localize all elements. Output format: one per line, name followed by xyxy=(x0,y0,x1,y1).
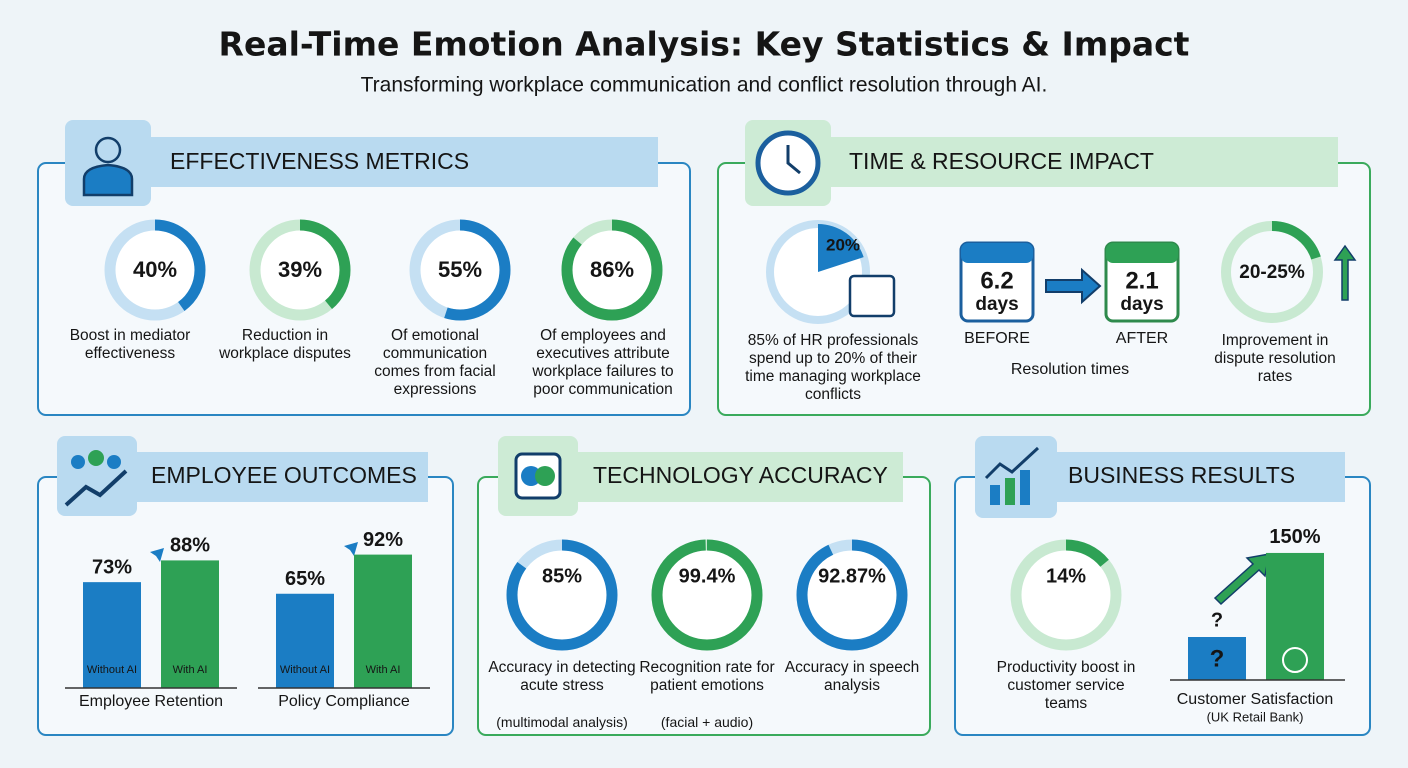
panel-header xyxy=(65,137,658,187)
bar xyxy=(1266,552,1324,680)
panel-title: EFFECTIVENESS METRICS xyxy=(170,148,469,174)
days-unit: days xyxy=(975,294,1018,315)
chart-note: (UK Retail Bank) xyxy=(1207,709,1304,724)
stat-caption: Recognition rate for patient emotions xyxy=(639,659,775,694)
stat-caption-box: Boost in mediator effectiveness xyxy=(69,327,191,362)
bar-label: 73% xyxy=(92,556,132,578)
ring-arc xyxy=(104,219,206,321)
team-icon xyxy=(64,450,128,507)
stat-caption: Reduction in workplace disputes xyxy=(219,327,351,362)
person-icon xyxy=(82,136,134,197)
calendar-icon xyxy=(848,274,896,318)
panel-title: TIME & RESOURCE IMPACT xyxy=(849,148,1154,174)
improvement-ring xyxy=(1221,220,1323,323)
stat-note-box: (multimodal analysis) xyxy=(496,714,628,730)
stat-value: 20-25% xyxy=(1239,262,1305,283)
page-title: Real-Time Emotion Analysis: Key Statisti… xyxy=(219,25,1190,64)
ring-arc xyxy=(506,539,618,651)
stat-value: 40% xyxy=(133,257,177,282)
arrow xyxy=(1045,267,1102,305)
wedge-label: 20% xyxy=(826,235,860,254)
chart-caption: Customer Satisfaction xyxy=(1177,691,1334,708)
ring-arc xyxy=(1010,539,1122,651)
chart-caption: Employee Retention xyxy=(79,693,223,710)
calendar-before xyxy=(959,241,1035,323)
bar-label: 65% xyxy=(285,568,325,590)
bar-label: 150% xyxy=(1269,526,1320,548)
stat-caption: Of emotional communication comes from fa… xyxy=(374,327,496,398)
stat-value: 92.87% xyxy=(818,565,886,587)
period-label: BEFORE xyxy=(964,330,1030,347)
bar-name: Without AI xyxy=(280,664,330,676)
up-arrow xyxy=(328,542,358,572)
stat-value: 55% xyxy=(438,257,482,282)
ring-arc xyxy=(651,539,763,651)
stat-caption: Accuracy in detecting acute stress xyxy=(488,659,636,694)
stat-caption-box: Of employees and executives attribute wo… xyxy=(532,327,674,398)
bar xyxy=(161,560,219,688)
stat-caption-box: Accuracy in detecting acute stress xyxy=(488,659,636,694)
stat-caption-box: Reduction in workplace disputes xyxy=(219,327,351,362)
bar xyxy=(83,582,141,688)
bar-symbol: ? xyxy=(1210,645,1225,672)
stat-note: (multimodal analysis) xyxy=(496,714,628,730)
bar-label: 88% xyxy=(170,535,210,557)
stat-value: 99.4% xyxy=(679,565,736,587)
bar xyxy=(354,554,412,688)
bar-name: Without AI xyxy=(87,664,137,676)
smiley xyxy=(1282,647,1308,673)
stat-caption-box: Productivity boost in customer service t… xyxy=(996,659,1136,712)
days-unit: days xyxy=(1120,294,1163,315)
ring-arc xyxy=(249,219,351,321)
stat-caption: 85% of HR professionals spend up to 20% … xyxy=(745,332,921,403)
bar-name: With AI xyxy=(173,664,208,676)
ring-arc xyxy=(561,219,663,321)
up-arrow xyxy=(134,548,164,578)
stat-value: 14% xyxy=(1046,565,1086,587)
stat-caption-box: Recognition rate for patient emotions xyxy=(639,659,775,694)
stat-note-box: (facial + audio) xyxy=(660,714,754,730)
bar-label: ? xyxy=(1211,609,1223,631)
growth-icon xyxy=(984,446,1040,505)
page-subtitle: Transforming workplace communication and… xyxy=(361,74,1048,97)
period-label: AFTER xyxy=(1116,330,1168,347)
stat-caption-box: Accuracy in speech analysis xyxy=(784,659,920,694)
bar-label: 92% xyxy=(363,529,403,551)
stat-caption-box: 85% of HR professionals spend up to 20% … xyxy=(745,332,921,403)
stat-caption: Productivity boost in customer service t… xyxy=(996,659,1136,712)
clock-wedge xyxy=(818,224,864,272)
panel-title: TECHNOLOGY ACCURACY xyxy=(593,462,888,488)
bar xyxy=(276,593,334,688)
panel-header xyxy=(745,137,1338,187)
stat-caption: Improvement in dispute resolution rates xyxy=(1214,332,1336,385)
days-value: 6.2 xyxy=(980,267,1013,294)
panel-title: EMPLOYEE OUTCOMES xyxy=(151,462,417,488)
ring-arc xyxy=(409,219,511,321)
stat-caption: Accuracy in speech analysis xyxy=(784,659,920,694)
stat-caption-box: Of emotional communication comes from fa… xyxy=(374,327,496,398)
caption: Resolution times xyxy=(1011,361,1129,378)
unknown-bar xyxy=(1188,637,1246,680)
stat-value: 85% xyxy=(542,565,582,587)
chart-caption: Policy Compliance xyxy=(278,693,410,710)
stat-caption: Of employees and executives attribute wo… xyxy=(532,327,674,398)
stat-caption: Boost in mediator effectiveness xyxy=(69,327,191,362)
ring-arc xyxy=(796,539,908,651)
bar-name: With AI xyxy=(366,664,401,676)
clock-icon xyxy=(755,130,821,196)
stat-note: (facial + audio) xyxy=(660,714,754,730)
up-arrow xyxy=(1333,244,1357,301)
stat-caption-box: Improvement in dispute resolution rates xyxy=(1214,332,1336,385)
calendar-after xyxy=(1104,241,1180,323)
stat-value: 86% xyxy=(590,257,634,282)
panel-title: BUSINESS RESULTS xyxy=(1068,462,1295,488)
stat-value: 39% xyxy=(278,257,322,282)
days-value: 2.1 xyxy=(1125,267,1158,294)
chip-icon xyxy=(514,452,562,500)
